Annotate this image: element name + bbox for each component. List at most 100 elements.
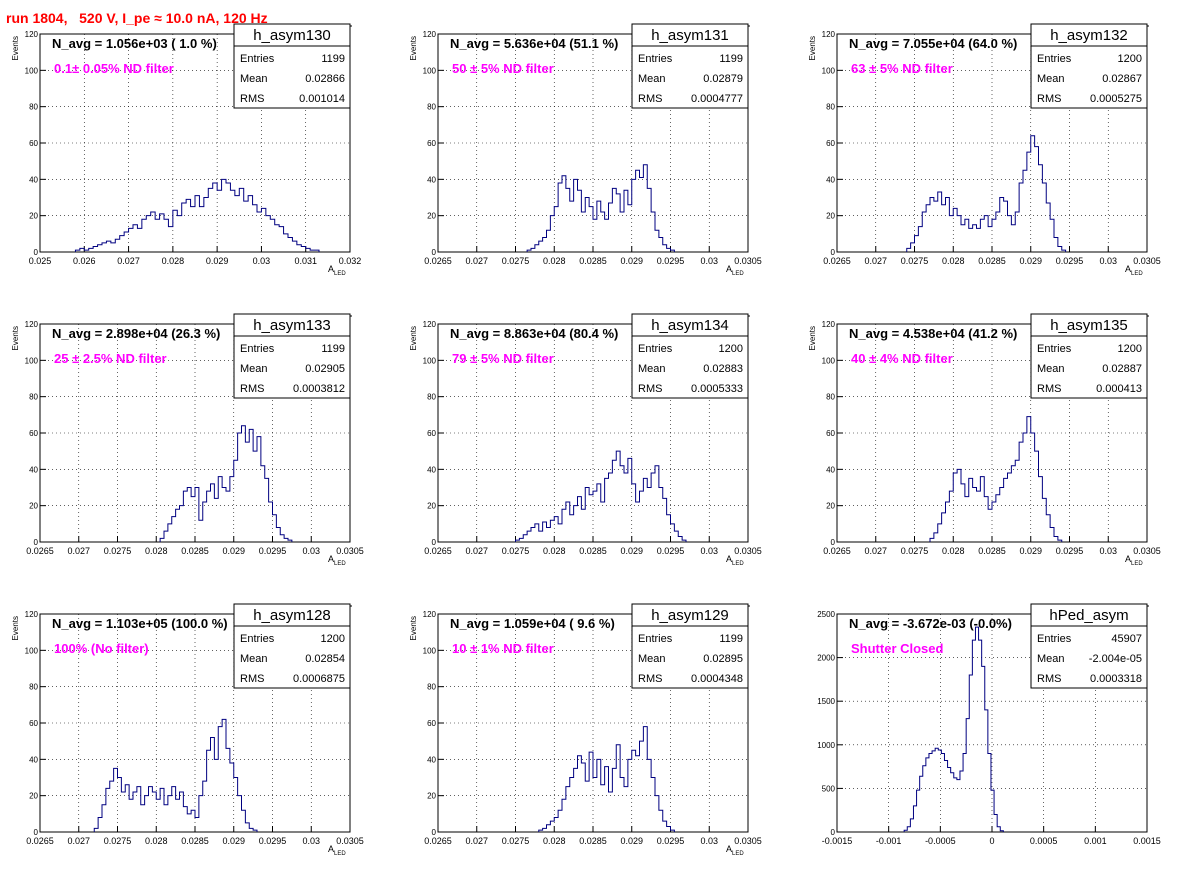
stats-key-entries: Entries [638,343,673,355]
x-tick-label: 0.027 [864,256,887,266]
x-tick-label: 0.029 [1019,256,1042,266]
x-tick-label: 0.027 [465,836,488,846]
stats-value-entries: 1200 [1118,53,1142,65]
y-tick-label: 100 [25,66,39,75]
x-tick-label: 0.0265 [823,256,851,266]
navg-label: N_avg = 1.103e+05 (100.0 %) [52,616,228,631]
filter-label: 79 ± 5% ND filter [452,351,554,366]
x-tick-label: 0.0285 [579,256,607,266]
x-tick-label: 0.0295 [1056,546,1084,556]
x-tick-label: 0.029 [222,546,245,556]
y-tick-label: 0 [831,248,836,257]
y-tick-label: 0 [831,538,836,547]
x-tick-label: 0.0265 [823,546,851,556]
y-tick-label: 40 [29,465,38,474]
y-tick-label: 80 [427,683,436,692]
histogram-name: h_asym128 [253,607,331,624]
histogram-series [93,718,258,832]
y-tick-label: 20 [826,502,835,511]
filter-label: 40 ± 4% ND filter [851,351,953,366]
stats-value-entries: 1200 [321,633,345,645]
y-tick-label: 2000 [817,654,835,663]
x-tick-label: 0.0285 [978,546,1006,556]
x-tick-label: 0.029 [222,836,245,846]
y-axis-label: Events [808,326,817,350]
y-tick-label: 20 [29,212,38,221]
histogram-series [515,450,687,542]
y-tick-label: 100 [423,646,437,655]
x-tick-label: 0.0275 [502,836,530,846]
x-tick-label: 0.027 [67,546,90,556]
stats-key-mean: Mean [240,363,268,375]
x-tick-label: -0.001 [876,836,902,846]
y-tick-label: 80 [427,103,436,112]
stats-value-mean: 0.02895 [703,653,743,665]
stats-value-rms: 0.0003812 [293,383,345,395]
y-tick-label: 60 [29,719,38,728]
histogram-name: h_asym135 [1050,317,1128,334]
x-tick-label: 0.029 [206,256,229,266]
x-tick-label: 0.03 [253,256,271,266]
y-axis-label: Events [11,36,20,60]
stats-value-mean: -2.004e-05 [1089,653,1142,665]
y-tick-label: 60 [427,719,436,728]
x-tick-label: 0.0305 [336,836,364,846]
histogram-series [906,135,1067,252]
y-tick-label: 0 [432,828,437,837]
histogram-panel-h_asym129: 0.0265 0.027 0.0275 0.028 0.0285 0.029 0.0295 0… [409,603,762,857]
stats-value-rms: 0.0004348 [691,673,743,685]
x-tick-label: 0.0275 [104,546,132,556]
stats-key-mean: Mean [1037,653,1065,665]
stats-key-entries: Entries [240,343,275,355]
stats-value-mean: 0.02879 [703,73,743,85]
y-tick-label: 100 [423,66,437,75]
x-tick-label: 0.0305 [336,546,364,556]
y-tick-label: 120 [822,30,836,39]
x-tick-label: 0.03 [700,836,718,846]
histogram-series [903,626,1004,832]
x-tick-label: 0.0305 [1133,256,1161,266]
y-tick-label: 120 [25,30,39,39]
stats-box [233,603,351,689]
y-tick-label: 20 [427,792,436,801]
stats-box [1030,313,1148,399]
y-tick-label: 0 [34,248,39,257]
y-tick-label: 20 [427,502,436,511]
histogram-series [526,164,675,252]
x-tick-label: 0.0295 [1056,256,1084,266]
x-tick-label: 0.027 [864,546,887,556]
y-axis-label: Events [409,326,418,350]
x-tick-label: 0.028 [543,546,566,556]
y-tick-label: 80 [826,103,835,112]
y-axis-label: Events [11,326,20,350]
filter-label: 25 ± 2.5% ND filter [54,351,167,366]
stats-value-entries: 1199 [719,633,743,645]
navg-label: N_avg = 4.538e+04 (41.2 %) [849,326,1017,341]
histogram-name: hPed_asym [1049,607,1128,624]
y-tick-label: 40 [427,465,436,474]
y-tick-label: 60 [29,139,38,148]
navg-label: N_avg = 2.898e+04 (26.3 %) [52,326,220,341]
stats-value-entries: 45907 [1111,633,1142,645]
stats-value-entries: 1200 [719,343,743,355]
stats-value-mean: 0.02887 [1102,363,1142,375]
navg-label: N_avg = 1.056e+03 ( 1.0 %) [52,36,217,51]
stats-box [631,313,749,399]
y-tick-label: 120 [423,610,437,619]
histogram-series [538,726,675,832]
x-tick-label: 0.0275 [502,256,530,266]
stats-key-rms: RMS [240,673,264,685]
stats-key-entries: Entries [638,53,673,65]
x-tick-label: 0 [989,836,994,846]
y-tick-label: 120 [423,30,437,39]
stats-key-rms: RMS [1037,673,1061,685]
stats-value-entries: 1199 [719,53,743,65]
x-tick-label: 0.0265 [424,546,452,556]
x-tick-label: -0.0005 [925,836,956,846]
x-tick-label: 0.03 [1099,256,1117,266]
stats-value-rms: 0.0006875 [293,673,345,685]
stats-value-entries: 1199 [321,343,345,355]
stats-value-rms: 0.000413 [1096,383,1142,395]
y-tick-label: 80 [29,393,38,402]
x-tick-label: 0.0265 [26,836,54,846]
